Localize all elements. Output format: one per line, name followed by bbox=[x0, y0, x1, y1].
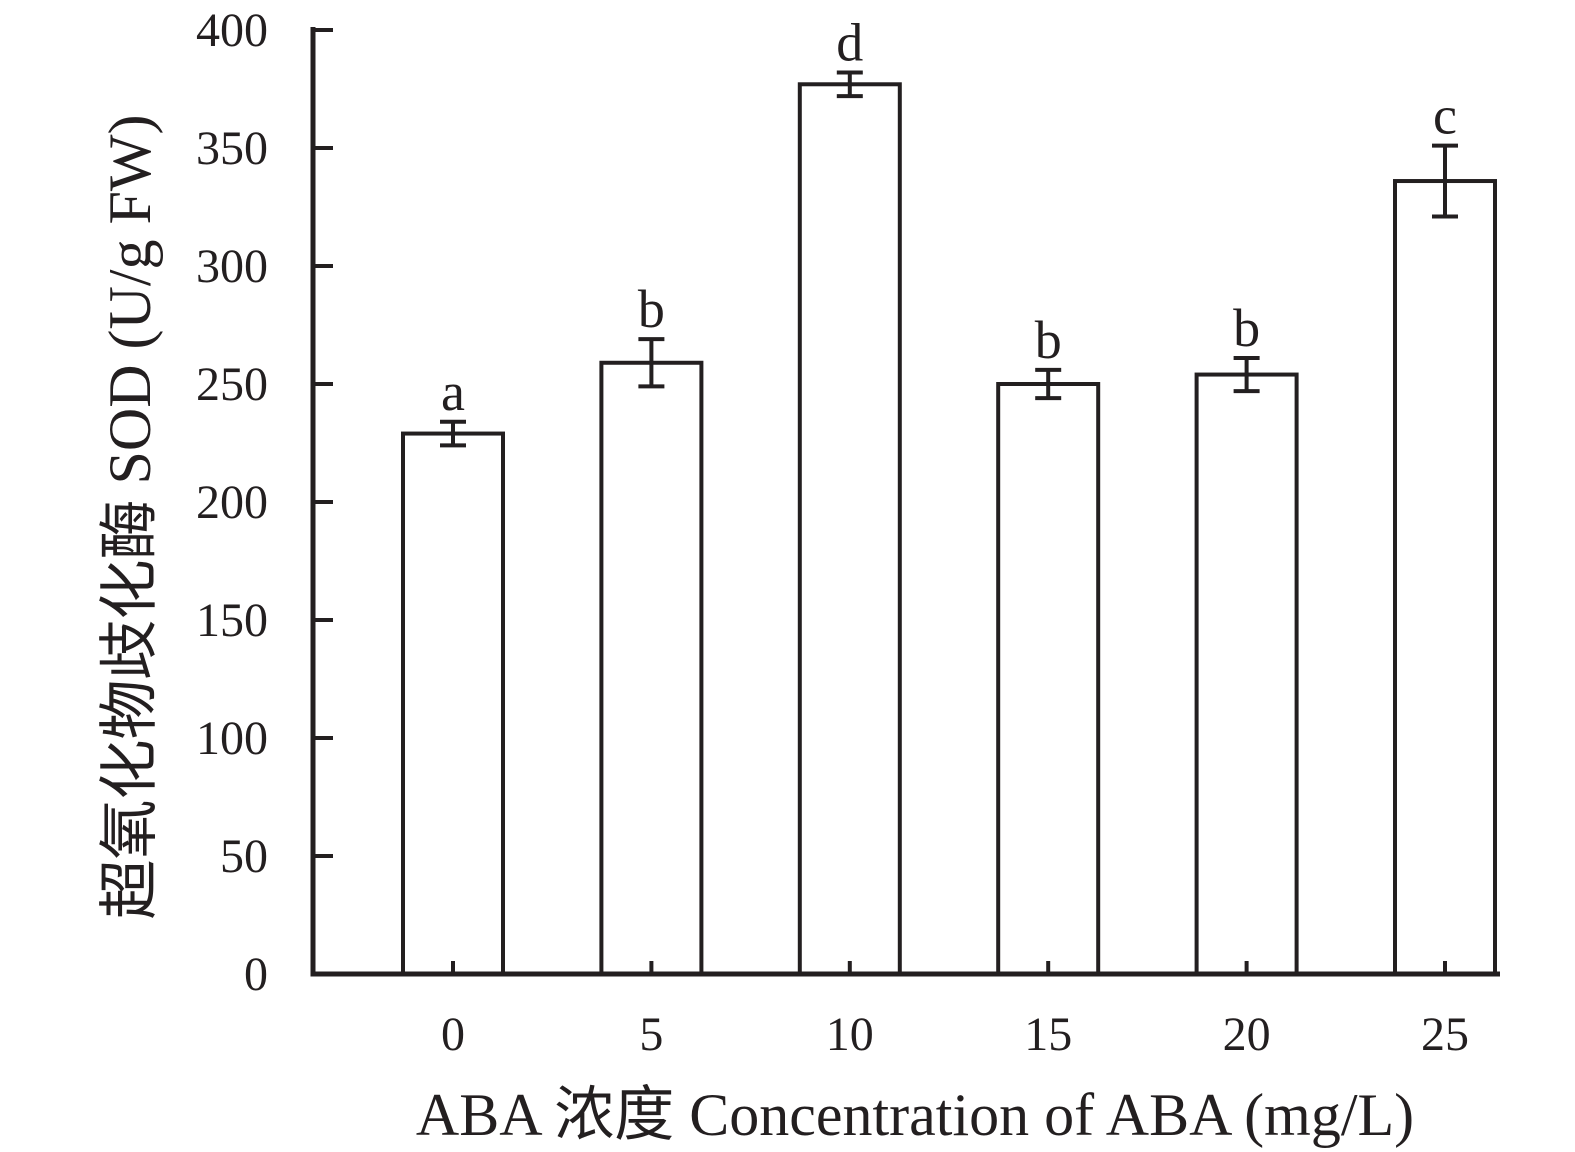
bar bbox=[797, 82, 902, 976]
bar bbox=[401, 431, 505, 976]
y-tick-label: 0 bbox=[244, 948, 268, 1001]
sig-letter: b bbox=[638, 279, 665, 339]
x-tick-label: 10 bbox=[826, 1008, 874, 1061]
y-tick-label: 100 bbox=[196, 712, 268, 765]
x-axis-title: ABA 浓度 Concentration of ABA (mg/L) bbox=[416, 1082, 1414, 1148]
x-tick-label: 15 bbox=[1024, 1008, 1072, 1061]
y-tick-label: 300 bbox=[196, 240, 268, 293]
sig-letter: c bbox=[1433, 86, 1457, 146]
x-tick-label: 5 bbox=[639, 1008, 663, 1061]
y-tick-label: 150 bbox=[196, 594, 268, 647]
bar bbox=[996, 382, 1101, 976]
sig-letter: b bbox=[1035, 310, 1062, 370]
sig-letter: d bbox=[836, 12, 863, 72]
x-tick-label: 0 bbox=[441, 1008, 465, 1061]
x-tick-label: 25 bbox=[1421, 1008, 1469, 1061]
y-tick-label: 200 bbox=[196, 476, 268, 529]
y-tick-label: 250 bbox=[196, 358, 268, 411]
bar bbox=[1393, 179, 1497, 977]
bar bbox=[599, 360, 704, 976]
y-tick-label: 400 bbox=[196, 4, 268, 57]
y-axis-title: 超氧化物歧化酶 SOD (U/g FW) bbox=[97, 115, 163, 920]
sig-letter: a bbox=[441, 362, 465, 422]
y-tick-label: 50 bbox=[220, 830, 268, 883]
bar bbox=[1194, 372, 1299, 976]
y-tick-label: 350 bbox=[196, 122, 268, 175]
plot-area: 0 50 100 150 200 250 300 350 400 a 0 b 5 d 10 b 15 b 20 c 25 bbox=[196, 4, 1497, 1061]
x-tick-label: 20 bbox=[1223, 1008, 1271, 1061]
sig-letter: b bbox=[1233, 298, 1260, 358]
